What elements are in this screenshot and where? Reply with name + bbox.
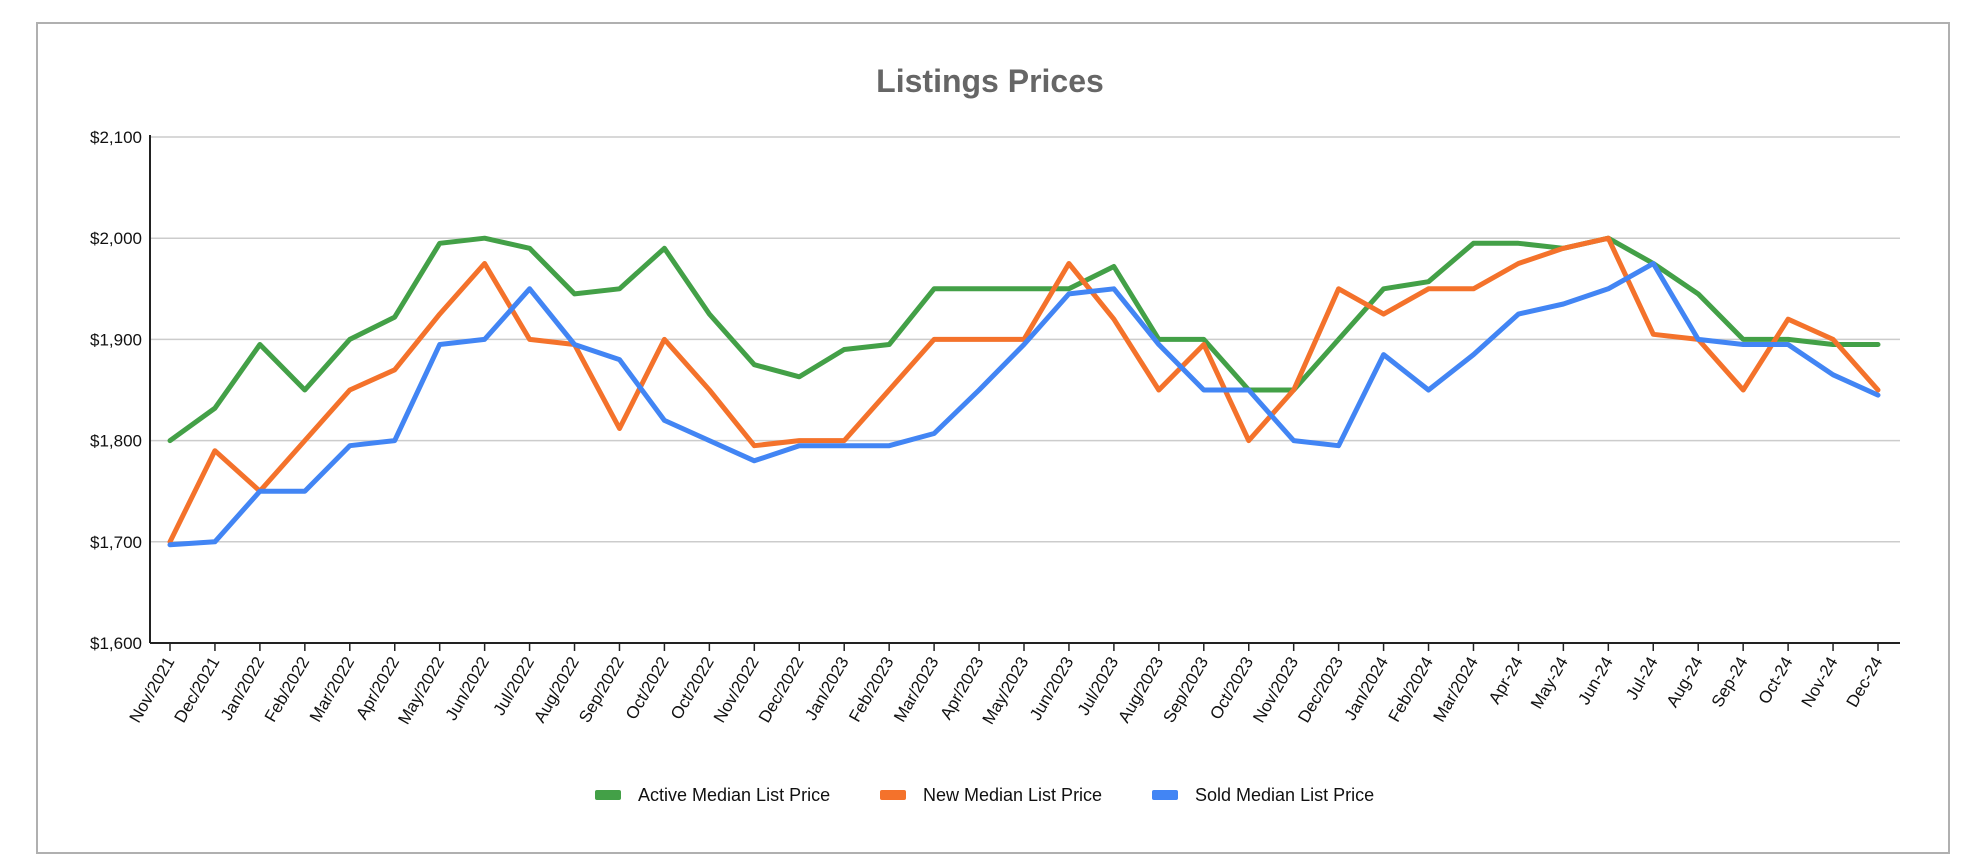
y-tick-label: $2,100 (90, 128, 142, 147)
x-tick-label: Oct/2023 (1206, 654, 1257, 723)
x-tick-label: Aug-24 (1663, 654, 1707, 711)
x-tick-label: Sep/2022 (575, 654, 628, 727)
x-tick-label: Dec/2021 (171, 654, 224, 727)
series-line-2 (167, 261, 1881, 548)
x-tick-label: Sep-24 (1708, 654, 1752, 711)
series-lines (167, 235, 1881, 548)
legend-label: Sold Median List Price (1195, 785, 1374, 805)
x-tick-label: Sep/2023 (1159, 654, 1212, 727)
chart-frame (36, 22, 1950, 854)
y-tick-label: $1,600 (90, 634, 142, 653)
y-axis-ticks: $1,600 $1,700 $1,800 $1,900 $2,000 $2,100 (90, 128, 142, 653)
x-tick-label: Jul-24 (1622, 654, 1662, 704)
x-tick-label: Apr/2023 (937, 654, 988, 723)
x-axis-ticks: Nov/2021Dec/2021Jan/2022Feb/2022Mar/2022… (126, 643, 1887, 728)
x-tick-label: Oct/2022 (622, 654, 673, 723)
x-tick-label: Mar/2024 (1430, 654, 1482, 726)
x-tick-label: Jan/2024 (1341, 654, 1392, 724)
x-tick-label: Feb/2022 (261, 654, 313, 726)
legend-label: Active Median List Price (638, 785, 830, 805)
x-tick-label: Oct-24 (1755, 654, 1797, 708)
x-tick-label: Mar/2022 (306, 654, 358, 726)
legend-swatch (595, 790, 621, 800)
y-tick-label: $1,800 (90, 432, 142, 451)
x-tick-label: Dec/2022 (755, 654, 808, 727)
axes (149, 135, 1900, 644)
x-tick-label: Nov-24 (1798, 654, 1842, 711)
x-tick-label: Apr/2022 (352, 654, 403, 723)
x-tick-label: May/2023 (979, 654, 1033, 728)
x-tick-label: Mar/2023 (890, 654, 942, 726)
x-tick-label: Dec/2023 (1294, 654, 1347, 727)
legend-label: New Median List Price (923, 785, 1102, 805)
x-tick-label: Jul/2023 (1074, 654, 1123, 719)
chart-title: Listings Prices (876, 63, 1104, 99)
x-tick-label: Jun/2022 (442, 654, 493, 724)
x-tick-label: Feb/2024 (1385, 654, 1437, 726)
x-tick-label: Jan/2023 (801, 654, 852, 724)
y-tick-label: $2,000 (90, 229, 142, 248)
series-line-1 (167, 235, 1881, 545)
x-tick-label: Jun-24 (1574, 654, 1616, 709)
legend-swatch (880, 790, 906, 800)
gridlines (150, 136, 1900, 543)
x-tick-label: Jan/2022 (217, 654, 268, 724)
y-tick-label: $1,900 (90, 330, 142, 349)
x-tick-label: Dec-24 (1843, 654, 1887, 711)
x-tick-label: Jul/2022 (489, 654, 538, 719)
x-tick-label: Jun/2023 (1026, 654, 1077, 724)
x-tick-label: May/2022 (394, 654, 448, 728)
legend-swatch (1152, 790, 1178, 800)
x-tick-label: Oct/2022 (667, 654, 718, 723)
x-tick-label: May-24 (1527, 654, 1572, 713)
y-tick-label: $1,700 (90, 533, 142, 552)
legend: Active Median List Price New Median List … (595, 785, 1374, 805)
x-tick-label: Feb/2023 (845, 654, 897, 726)
x-tick-label: Apr-24 (1485, 654, 1527, 708)
